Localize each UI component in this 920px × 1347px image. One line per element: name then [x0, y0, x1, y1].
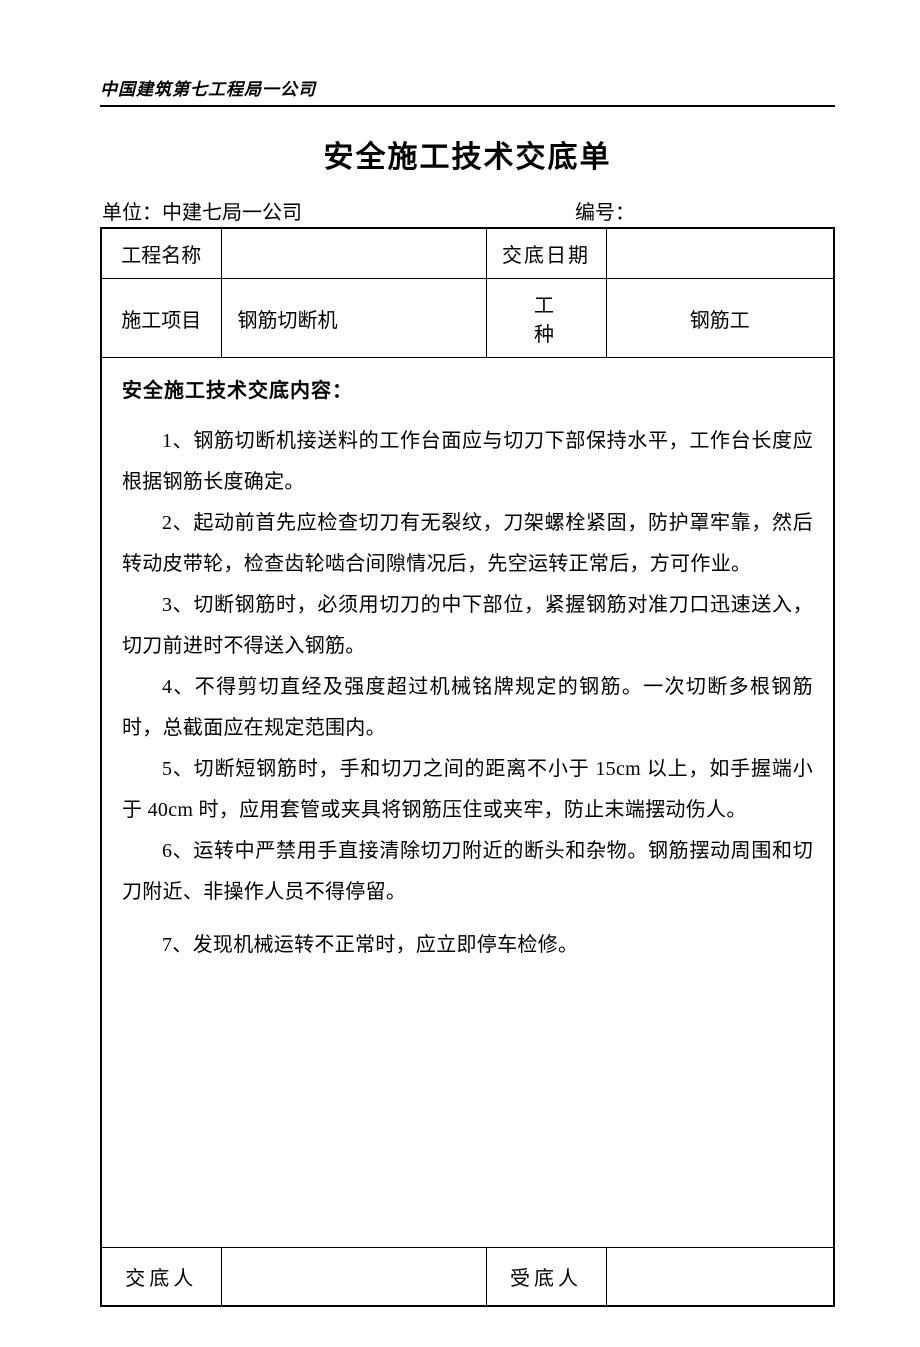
content-para-1: 1、钢筋切断机接送料的工作台面应与切刀下部保持水平，工作台长度应根据钢筋长度确定… — [122, 421, 813, 503]
receiver-value — [606, 1248, 834, 1306]
content-row: 安全施工技术交底内容： 1、钢筋切断机接送料的工作台面应与切刀下部保持水平，工作… — [101, 358, 834, 1248]
content-para-2: 2、起动前首先应检查切刀有无裂纹，刀架螺栓紧固，防护罩牢靠，然后转动皮带轮，检查… — [122, 503, 813, 585]
meta-row: 单位：中建七局一公司 编号： — [100, 196, 835, 225]
project-name-label: 工程名称 — [101, 228, 221, 279]
unit-label: 单位： — [102, 202, 162, 224]
construction-item-value: 钢筋切断机 — [221, 279, 486, 358]
header-divider — [100, 105, 835, 107]
content-cell: 安全施工技术交底内容： 1、钢筋切断机接送料的工作台面应与切刀下部保持水平，工作… — [101, 358, 834, 1248]
sender-value — [221, 1248, 486, 1306]
serial-label: 编号： — [575, 202, 635, 224]
document-page: 中国建筑第七工程局一公司 安全施工技术交底单 单位：中建七局一公司 编号： 工程… — [0, 0, 920, 1347]
content-para-7: 7、发现机械运转不正常时，应立即停车检修。 — [122, 925, 813, 966]
receiver-label: 受底人 — [486, 1248, 606, 1306]
serial-field: 编号： — [575, 196, 835, 225]
footer-row: 交底人 受底人 — [101, 1248, 834, 1306]
content-para-4: 4、不得剪切直经及强度超过机械铭牌规定的钢筋。一次切断多根钢筋时，总截面应在规定… — [122, 667, 813, 749]
work-type-label: 工 种 — [486, 279, 606, 358]
content-para-3: 3、切断钢筋时，必须用切刀的中下部位，紧握钢筋对准刀口迅速送入，切刀前进时不得送… — [122, 585, 813, 667]
date-value — [606, 228, 834, 279]
unit-value: 中建七局一公司 — [162, 202, 302, 224]
document-title: 安全施工技术交底单 — [100, 132, 835, 176]
sender-label: 交底人 — [101, 1248, 221, 1306]
header-row-2: 施工项目 钢筋切断机 工 种 钢筋工 — [101, 279, 834, 358]
content-heading: 安全施工技术交底内容： — [122, 374, 813, 403]
content-para-6: 6、运转中严禁用手直接清除切刀附近的断头和杂物。钢筋摆动周围和切刀附近、非操作人… — [122, 831, 813, 913]
main-table: 工程名称 交底日期 施工项目 钢筋切断机 工 种 钢筋工 安全施工技术交底内容：… — [100, 227, 835, 1307]
unit-field: 单位：中建七局一公司 — [102, 196, 575, 225]
company-header: 中国建筑第七工程局一公司 — [100, 75, 835, 103]
date-label: 交底日期 — [486, 228, 606, 279]
work-type-value: 钢筋工 — [606, 279, 834, 358]
content-para-5: 5、切断短钢筋时，手和切刀之间的距离不小于 15cm 以上，如手握端小于 40c… — [122, 749, 813, 831]
header-row-1: 工程名称 交底日期 — [101, 228, 834, 279]
construction-item-label: 施工项目 — [101, 279, 221, 358]
project-name-value — [221, 228, 486, 279]
